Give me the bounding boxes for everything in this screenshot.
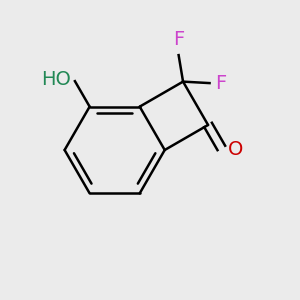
Text: F: F (173, 30, 184, 49)
Text: F: F (215, 74, 226, 93)
Text: HO: HO (41, 70, 71, 89)
Text: O: O (228, 140, 243, 159)
